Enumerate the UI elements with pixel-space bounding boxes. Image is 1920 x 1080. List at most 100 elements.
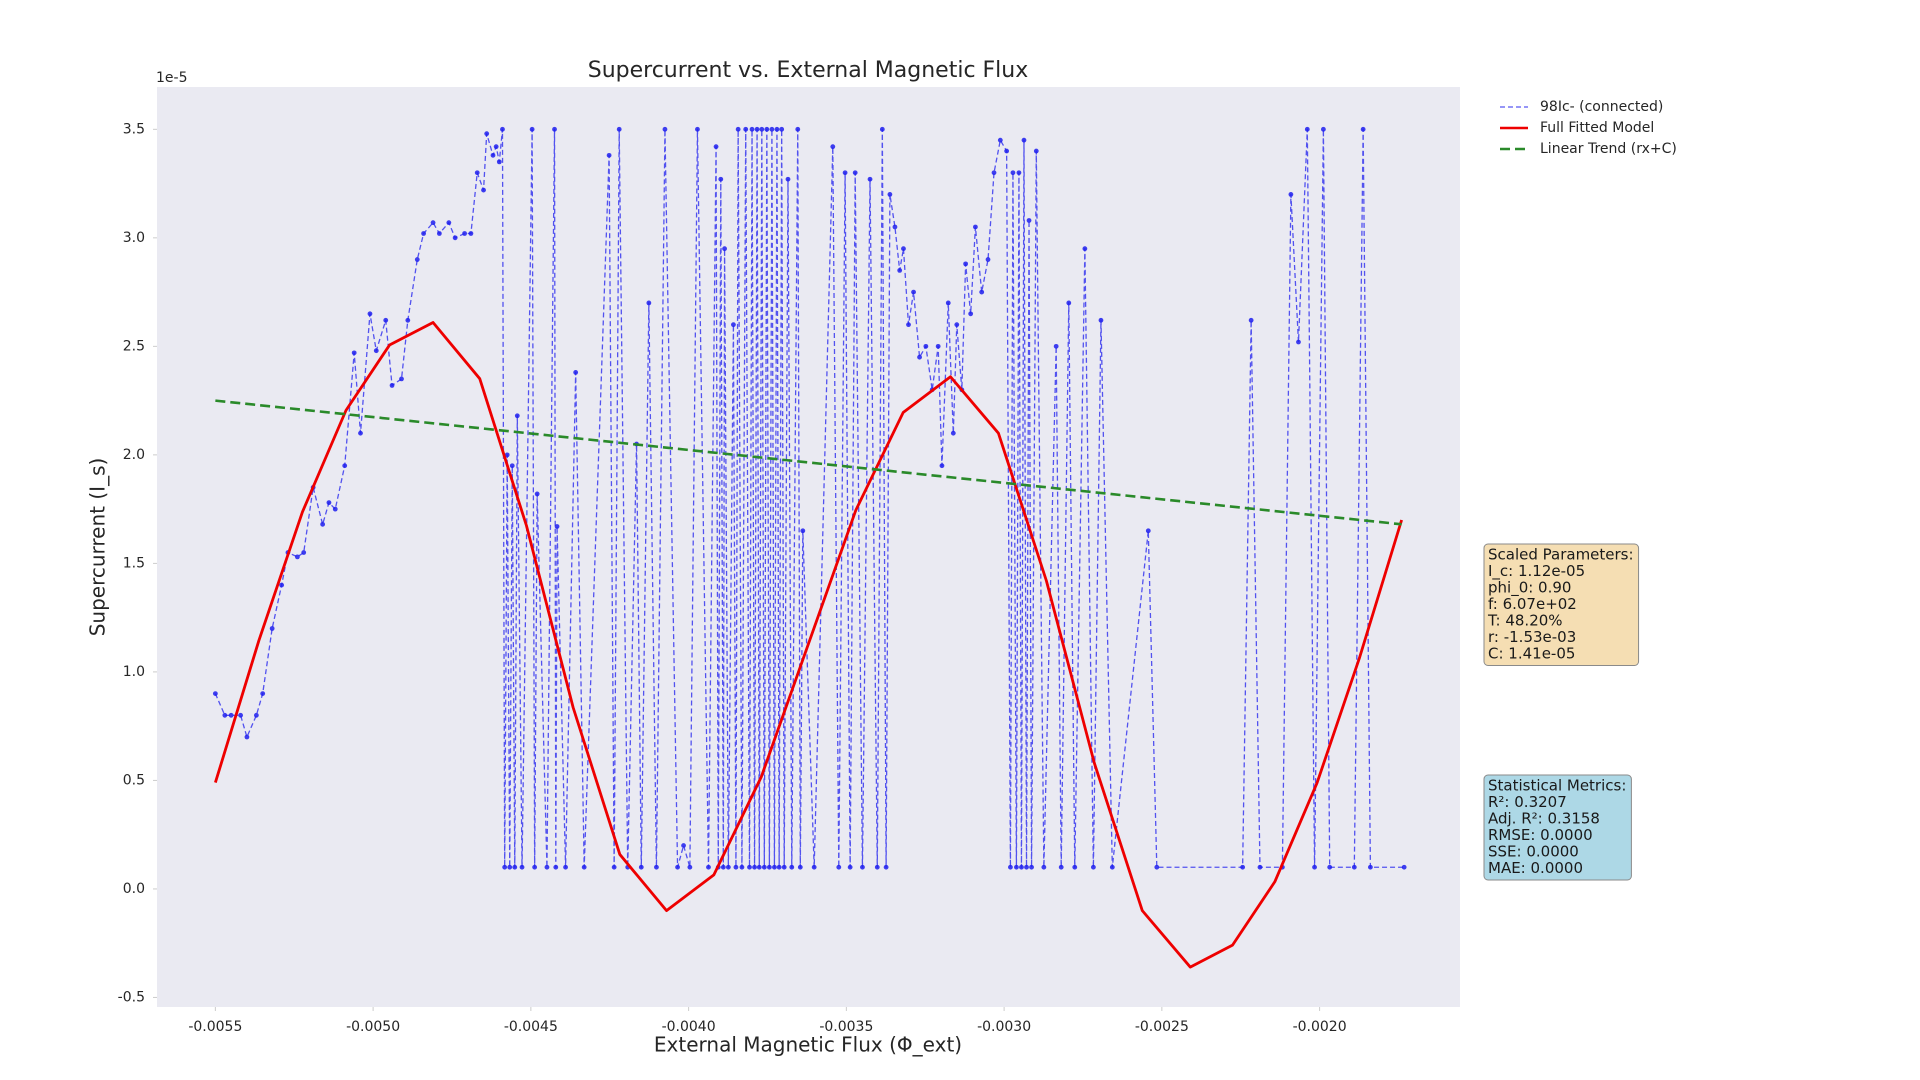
data-point bbox=[222, 712, 228, 718]
data-point bbox=[1008, 864, 1013, 870]
data-point bbox=[421, 231, 426, 236]
data-point bbox=[897, 267, 903, 273]
annotation-line: C: 1.41e-05 bbox=[1488, 645, 1575, 663]
data-point bbox=[761, 864, 767, 870]
data-point bbox=[260, 691, 266, 697]
annotation-line: f: 6.07e+02 bbox=[1488, 595, 1577, 613]
data-point bbox=[1312, 864, 1317, 870]
data-point bbox=[367, 311, 373, 317]
data-point bbox=[766, 864, 772, 870]
data-point bbox=[294, 554, 300, 560]
data-point bbox=[811, 864, 817, 870]
data-point bbox=[638, 864, 644, 870]
data-point bbox=[1304, 126, 1310, 132]
data-point bbox=[722, 246, 727, 252]
data-point bbox=[901, 246, 906, 252]
data-point bbox=[279, 582, 285, 588]
data-point bbox=[867, 176, 873, 182]
data-point bbox=[529, 126, 535, 132]
x-tick-label: -0.0035 bbox=[819, 1019, 873, 1035]
data-point bbox=[616, 126, 622, 132]
y-tick-label: 2.0 bbox=[123, 447, 145, 463]
data-point bbox=[772, 864, 777, 870]
data-point bbox=[662, 126, 668, 132]
plot-area bbox=[157, 87, 1460, 1007]
data-point bbox=[795, 126, 801, 132]
data-point bbox=[985, 257, 991, 262]
data-point bbox=[468, 231, 474, 236]
data-point bbox=[756, 864, 762, 870]
data-point bbox=[1021, 137, 1027, 143]
data-point bbox=[1351, 864, 1357, 870]
data-point bbox=[502, 864, 508, 870]
data-point bbox=[358, 430, 363, 436]
data-point bbox=[733, 864, 739, 870]
data-point bbox=[731, 322, 736, 328]
data-point bbox=[1072, 864, 1078, 870]
x-tick-label: -0.0045 bbox=[504, 1019, 558, 1035]
annotation-line: SSE: 0.0000 bbox=[1488, 843, 1579, 861]
annotation-line: phi_0: 0.90 bbox=[1488, 579, 1571, 598]
data-point bbox=[800, 528, 806, 534]
data-point bbox=[743, 126, 749, 132]
x-tick-label: -0.0040 bbox=[662, 1019, 716, 1035]
data-point bbox=[500, 126, 505, 132]
data-point bbox=[749, 126, 755, 132]
data-point bbox=[405, 317, 411, 323]
data-point bbox=[532, 864, 538, 870]
data-point bbox=[253, 712, 259, 718]
data-point bbox=[735, 126, 741, 132]
data-point bbox=[1029, 864, 1034, 870]
data-point bbox=[879, 126, 885, 132]
data-point bbox=[563, 864, 568, 870]
data-point bbox=[774, 126, 780, 132]
data-point bbox=[1145, 528, 1151, 534]
data-point bbox=[1082, 246, 1088, 252]
data-point bbox=[764, 126, 770, 132]
data-point bbox=[553, 864, 559, 870]
data-point bbox=[979, 289, 985, 295]
data-point bbox=[860, 864, 865, 870]
data-point bbox=[739, 864, 745, 870]
data-point bbox=[1066, 300, 1072, 306]
data-point bbox=[414, 257, 420, 262]
data-point bbox=[238, 712, 244, 718]
data-point bbox=[452, 235, 458, 241]
data-point bbox=[552, 126, 557, 132]
x-tick-label: -0.0050 bbox=[346, 1019, 400, 1035]
data-point bbox=[1320, 126, 1326, 132]
annotation-line: Adj. R²: 0.3158 bbox=[1488, 810, 1600, 828]
data-point bbox=[725, 864, 731, 870]
data-point bbox=[883, 864, 889, 870]
y-tick-label: 0.5 bbox=[123, 772, 145, 788]
data-point bbox=[754, 126, 760, 132]
data-point bbox=[681, 843, 686, 848]
data-point bbox=[1004, 148, 1010, 154]
data-point bbox=[474, 170, 480, 176]
data-point bbox=[997, 137, 1003, 143]
series-line bbox=[214, 321, 1403, 969]
data-point bbox=[301, 550, 307, 555]
data-point bbox=[581, 864, 587, 870]
data-point bbox=[1053, 343, 1059, 349]
data-point bbox=[892, 224, 898, 230]
data-point bbox=[1257, 864, 1263, 870]
data-point bbox=[675, 864, 680, 870]
data-point bbox=[785, 176, 791, 182]
data-point bbox=[911, 289, 916, 295]
data-point bbox=[436, 231, 442, 236]
data-point bbox=[917, 354, 922, 360]
data-point bbox=[1026, 218, 1032, 223]
data-point bbox=[789, 864, 795, 870]
data-point bbox=[842, 170, 848, 176]
data-point bbox=[1360, 126, 1366, 132]
data-point bbox=[752, 864, 757, 870]
y-tick-label: 3.5 bbox=[123, 121, 145, 137]
chart-title: Supercurrent vs. External Magnetic Flux bbox=[588, 58, 1029, 83]
annotation-line: R²: 0.3207 bbox=[1488, 793, 1567, 811]
data-point bbox=[706, 864, 711, 870]
data-point bbox=[769, 126, 775, 132]
